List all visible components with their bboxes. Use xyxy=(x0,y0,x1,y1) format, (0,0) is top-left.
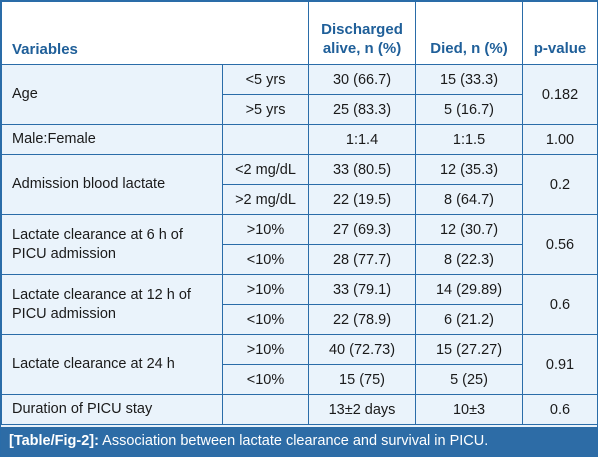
header-discharged-line1: Discharged xyxy=(321,21,403,38)
row-label-clearance-12h: Lactate clearance at 12 h of PICU admissi… xyxy=(1,274,223,335)
row-label-clearance-6h: Lactate clearance at 6 h of PICU admissio… xyxy=(1,214,223,275)
caption-label: [Table/Fig-2]: xyxy=(9,433,99,449)
cell-died: 5 (25) xyxy=(415,364,524,395)
table-row: <10% 22 (78.9) 6 (21.2) xyxy=(2,304,598,335)
table-row: <10% 15 (75) 5 (25) xyxy=(2,364,598,395)
table-caption: [Table/Fig-2]: Association between lacta… xyxy=(1,427,597,456)
cell-pvalue: 0.56 xyxy=(522,214,598,275)
table-row: Admission blood lactate <2 mg/dL 33 (80.… xyxy=(1,154,598,215)
row-sublabel: <10% xyxy=(221,244,310,275)
cell-alive: 27 (69.3) xyxy=(308,214,417,245)
header-discharged: Discharged alive, n (%) xyxy=(308,1,417,65)
table-row: >5 yrs 25 (83.3) 5 (16.7) xyxy=(2,94,598,125)
row-sublabel xyxy=(221,124,310,155)
row-sublabel: >10% xyxy=(221,334,310,365)
cell-died: 12 (30.7) xyxy=(415,214,524,245)
row-sublabel xyxy=(221,394,310,425)
cell-died: 15 (33.3) xyxy=(415,64,524,95)
cell-alive: 33 (80.5) xyxy=(308,154,417,185)
cell-alive: 33 (79.1) xyxy=(308,274,417,305)
label-line: Lactate clearance at 12 h of xyxy=(12,286,191,303)
results-table: Variables Discharged alive, n (%) Died, n… xyxy=(0,1,598,425)
cell-died: 14 (29.89) xyxy=(415,274,524,305)
label-line: PICU admission xyxy=(12,305,116,322)
row-sublabel: >10% xyxy=(221,274,310,305)
cell-died: 10±3 xyxy=(415,394,524,425)
table-row: >2 mg/dL 22 (19.5) 8 (64.7) xyxy=(2,184,598,215)
row-sublabel: <10% xyxy=(221,304,310,335)
cell-alive: 30 (66.7) xyxy=(308,64,417,95)
cell-died: 8 (64.7) xyxy=(415,184,524,215)
cell-alive: 1:1.4 xyxy=(308,124,417,155)
row-sublabel: >5 yrs xyxy=(221,94,310,125)
cell-pvalue: 0.91 xyxy=(522,334,598,395)
row-sublabel: <2 mg/dL xyxy=(221,154,310,185)
cell-died: 1:1.5 xyxy=(415,124,524,155)
row-sublabel: >2 mg/dL xyxy=(221,184,310,215)
header-pvalue: p-value xyxy=(522,1,598,65)
cell-alive: 22 (78.9) xyxy=(308,304,417,335)
table-row: Duration of PICU stay 13±2 days 10±3 0.6 xyxy=(1,394,598,425)
cell-alive: 40 (72.73) xyxy=(308,334,417,365)
header-row: Variables Discharged alive, n (%) Died, n… xyxy=(0,1,598,65)
header-discharged-line2: alive, n (%) xyxy=(322,40,402,57)
table-row: Age <5 yrs 30 (66.7) 15 (33.3) 0.182 xyxy=(1,64,598,125)
row-sublabel: <10% xyxy=(221,364,310,395)
cell-pvalue: 0.2 xyxy=(522,154,598,215)
cell-alive: 25 (83.3) xyxy=(308,94,417,125)
cell-alive: 13±2 days xyxy=(308,394,417,425)
header-variables: Variables xyxy=(0,1,310,65)
row-sublabel: <5 yrs xyxy=(221,64,310,95)
label-line: PICU admission xyxy=(12,245,116,262)
cell-pvalue: 0.182 xyxy=(522,64,598,125)
cell-died: 12 (35.3) xyxy=(415,154,524,185)
cell-alive: 22 (19.5) xyxy=(308,184,417,215)
cell-alive: 15 (75) xyxy=(308,364,417,395)
row-label-sex: Male:Female xyxy=(1,124,223,155)
cell-died: 5 (16.7) xyxy=(415,94,524,125)
cell-pvalue: 0.6 xyxy=(522,394,598,425)
cell-died: 15 (27.27) xyxy=(415,334,524,365)
caption-text: Association between lactate clearance an… xyxy=(98,433,489,449)
cell-died: 8 (22.3) xyxy=(415,244,524,275)
row-label-duration: Duration of PICU stay xyxy=(1,394,223,425)
row-sublabel: >10% xyxy=(221,214,310,245)
cell-alive: 28 (77.7) xyxy=(308,244,417,275)
row-label-clearance-24h: Lactate clearance at 24 h xyxy=(1,334,223,395)
table-row: Lactate clearance at 12 h of PICU admissi… xyxy=(1,274,598,335)
cell-died: 6 (21.2) xyxy=(415,304,524,335)
table-row: Lactate clearance at 24 h >10% 40 (72.73… xyxy=(1,334,598,395)
table-row: Male:Female 1:1.4 1:1.5 1.00 xyxy=(1,124,598,155)
label-line: Lactate clearance at 6 h of xyxy=(12,226,183,243)
cell-pvalue: 1.00 xyxy=(522,124,598,155)
table-row: Lactate clearance at 6 h of PICU admissio… xyxy=(1,214,598,275)
cell-pvalue: 0.6 xyxy=(522,274,598,335)
table-row: <10% 28 (77.7) 8 (22.3) xyxy=(2,244,598,275)
header-died: Died, n (%) xyxy=(415,1,524,65)
row-label-admission: Admission blood lactate xyxy=(1,154,223,215)
row-label-age: Age xyxy=(1,64,223,125)
